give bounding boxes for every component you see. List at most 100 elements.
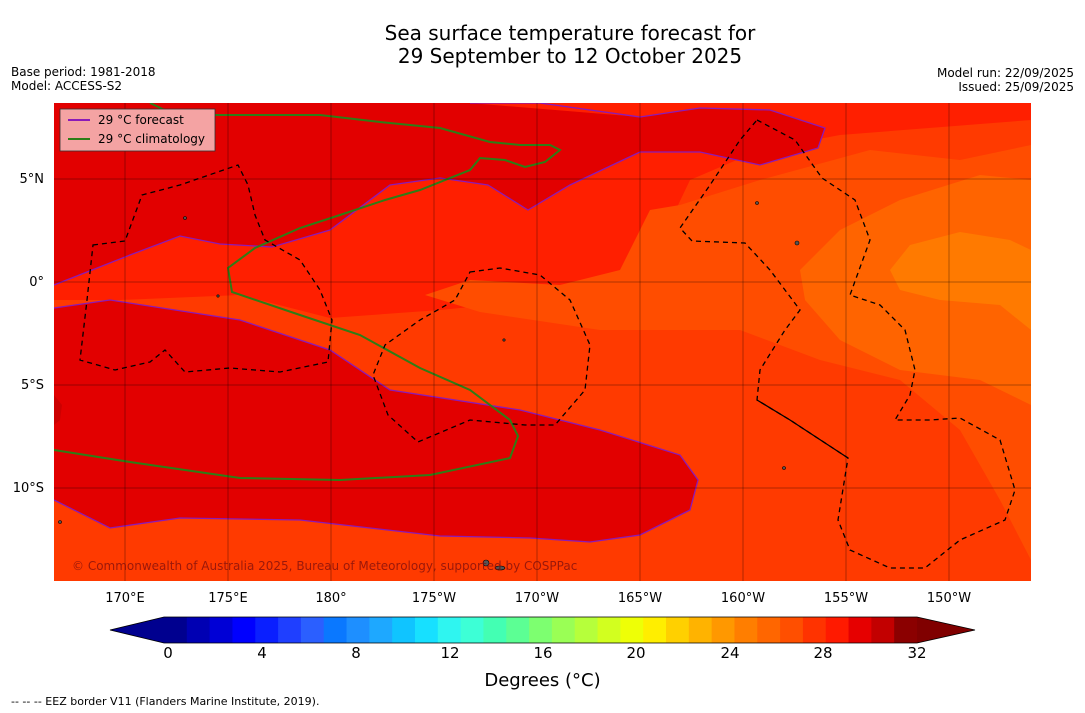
colorbar-tick-label: 28: [813, 644, 832, 662]
model-run-text: Model run: 22/09/2025: [936, 66, 1074, 80]
colorbar-cell: [437, 617, 462, 643]
map-title: Sea surface temperature forecast for 29 …: [0, 22, 1085, 68]
colorbar-cell: [255, 617, 279, 643]
colorbar-outline: [109, 616, 976, 644]
colorbar-cell: [597, 617, 621, 643]
meta-left: Base period: 1981-2018 Model: ACCESS-S2: [11, 65, 156, 93]
colorbar-cell: [734, 617, 758, 643]
colorbar-cell: [802, 617, 827, 643]
lon-label: 150°W: [927, 591, 971, 606]
legend-forecast-label: 29 °C forecast: [98, 113, 184, 127]
island: [794, 240, 800, 246]
legend-box: [59, 108, 216, 152]
colorbar-tick-label: 20: [626, 644, 645, 662]
colorbar: 0 4 8 12 16 20 24 28 32: [109, 616, 976, 662]
colorbar-cell: [369, 617, 393, 643]
colorbar-cell: [894, 617, 918, 643]
lon-label: 170°W: [515, 591, 559, 606]
colorbar-tick-label: 12: [440, 644, 459, 662]
island: [494, 565, 506, 571]
colorbar-cell: [848, 617, 872, 643]
lat-label: 10°S: [13, 481, 44, 496]
legend: 29 °C forecast 29 °C climatology: [59, 108, 216, 152]
colorbar-cell: [392, 617, 416, 643]
colorbar-cell: [666, 617, 690, 643]
lat-label: 5°N: [20, 172, 45, 187]
lon-labels: 170°E 175°E 180° 175°W 170°W 165°W 160°W…: [105, 591, 971, 606]
colorbar-tick-label: 0: [163, 644, 173, 662]
colorbar-cell: [711, 617, 736, 643]
island: [58, 520, 62, 524]
lon-label: 175°E: [208, 591, 248, 606]
island: [502, 338, 506, 342]
lon-label: 170°E: [105, 591, 145, 606]
title-line-1: Sea surface temperature forecast for: [384, 21, 756, 45]
colorbar-ticks: 0 4 8 12 16 20 24 28 32: [163, 644, 926, 662]
colorbar-cell: [232, 617, 256, 643]
warm-pool-west-edge: [54, 395, 62, 425]
maritime-boundary-line: [756, 399, 849, 459]
colorbar-cell: [529, 617, 553, 643]
colorbar-tick-label: 4: [257, 644, 267, 662]
colorbar-cell: [460, 617, 485, 643]
lon-label: 175°W: [412, 591, 456, 606]
colorbar-cell: [643, 617, 667, 643]
island: [782, 466, 786, 470]
eez-border-line-islands: [679, 119, 1016, 569]
lat-label: 5°S: [21, 378, 44, 393]
eez-borders: [79, 119, 1016, 569]
colorbar-cell: [574, 617, 599, 643]
colorbar-cell: [688, 617, 713, 643]
island: [216, 294, 220, 298]
colorbar-cell: [278, 617, 302, 643]
colorbar-cell: [483, 617, 507, 643]
forecast-contour-north: [54, 103, 826, 286]
colorbar-cell: [300, 617, 325, 643]
colorbar-label: Degrees (°C): [484, 670, 601, 691]
colorbar-cell: [164, 617, 188, 643]
lat-label: 0°: [29, 275, 44, 290]
forecast-contour-south: [54, 299, 699, 543]
base-period-text: Base period: 1981-2018: [11, 65, 156, 79]
colorbar-cell: [186, 617, 211, 643]
island: [183, 216, 187, 220]
colorbar-cell: [825, 617, 850, 643]
lon-label: 160°W: [721, 591, 765, 606]
island: [755, 201, 759, 205]
colorbar-cells: [164, 617, 918, 643]
colorbar-cell: [506, 617, 530, 643]
colorbar-over-arrow: [917, 617, 975, 643]
model-text: Model: ACCESS-S2: [11, 79, 123, 93]
eez-footnote: -- -- -- EEZ border V11 (Flanders Marine…: [11, 695, 320, 708]
eez-border-phoenix: [372, 267, 591, 443]
colorbar-cell: [620, 617, 644, 643]
issued-text: Issued: 25/09/2025: [958, 80, 1074, 94]
colorbar-tick-label: 32: [907, 644, 926, 662]
lon-label: 165°W: [618, 591, 662, 606]
colorbar-cell: [323, 617, 348, 643]
lon-label: 180°: [315, 591, 346, 606]
copyright-text: © Commonwealth of Australia 2025, Bureau…: [72, 559, 577, 573]
colorbar-cell: [780, 617, 804, 643]
eez-border-kiribati-gilbert: [79, 164, 333, 373]
title-line-2: 29 September to 12 October 2025: [397, 44, 743, 68]
colorbar-cell: [551, 617, 576, 643]
colorbar-tick-label: 16: [533, 644, 552, 662]
graticule: [54, 103, 1031, 581]
meta-right: Model run: 22/09/2025 Issued: 25/09/2025: [937, 66, 1074, 94]
warm-pool-north: [54, 103, 825, 285]
colorbar-cell: [871, 617, 895, 643]
islands: [58, 201, 800, 571]
island: [482, 559, 490, 567]
colorbar-cell: [757, 617, 781, 643]
colorbar-under-arrow: [110, 617, 164, 643]
climatology-contour-north: [54, 103, 562, 482]
colorbar-tick-label: 24: [720, 644, 739, 662]
colorbar-cell: [209, 617, 234, 643]
colorbar-tick-label: 8: [351, 644, 361, 662]
legend-climatology-label: 29 °C climatology: [98, 132, 205, 146]
lon-label: 155°W: [824, 591, 868, 606]
sst-band-24-25: [890, 232, 1031, 330]
sst-field: 29 °C forecast 29 °C climatology © Commo…: [54, 103, 1031, 581]
